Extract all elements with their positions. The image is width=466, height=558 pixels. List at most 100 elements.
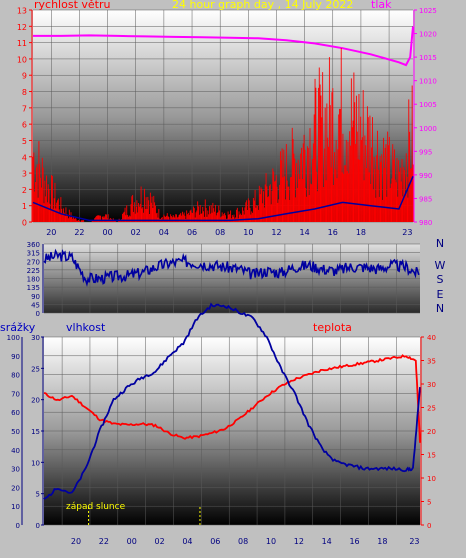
humidity-tick-label: 15 xyxy=(31,428,40,436)
right-tick-label: 985 xyxy=(419,195,432,203)
rain-tick-label: 100 xyxy=(7,334,20,342)
temperature-tick-label: 35 xyxy=(427,358,436,366)
humidity-tick-label: 10 xyxy=(31,459,40,467)
x-tick-label: 08 xyxy=(215,228,225,237)
rain-axis-title: srážky xyxy=(0,321,36,334)
left-tick-label: 11 xyxy=(17,39,27,48)
left-tick-label: 5 xyxy=(22,137,27,146)
rain-tick-label: 30 xyxy=(11,466,20,474)
left-tick-label: 12 xyxy=(17,23,27,32)
x-tick-label: 16 xyxy=(328,228,338,237)
x-tick-label: 12 xyxy=(271,228,281,237)
left-tick-label: 4 xyxy=(22,153,27,162)
rain-axis: 0 10 20 30 40 50 60 70 80 90 100 xyxy=(7,334,23,530)
right-tick-label: 1020 xyxy=(419,31,437,39)
right-tick-label: 990 xyxy=(419,172,432,180)
right-tick-label: 995 xyxy=(419,148,432,156)
rain-tick-label: 20 xyxy=(11,484,20,492)
x-tick-label: 02 xyxy=(154,537,164,546)
temperature-tick-label: 25 xyxy=(427,405,436,413)
x-tick-label: 04 xyxy=(159,228,169,237)
humidity-tick-label: 20 xyxy=(31,397,40,405)
x-tick-label: 14 xyxy=(322,537,332,546)
x-tick-label: 22 xyxy=(99,537,109,546)
pressure-line xyxy=(33,26,414,67)
direction-tick-label: 270 xyxy=(27,258,40,266)
compass-label: E xyxy=(437,288,444,301)
temperature-axis: 0 5 10 15 20 25 30 35 40 xyxy=(420,334,436,530)
panel3-grid xyxy=(44,336,420,526)
wind-direction-line xyxy=(43,248,420,287)
right-tick-label: 1000 xyxy=(419,125,437,133)
rain-tick-label: 60 xyxy=(11,409,20,417)
temperature-tick-label: 40 xyxy=(427,334,436,342)
rain-tick-label: 40 xyxy=(11,447,20,455)
left-tick-label: 0 xyxy=(22,219,27,228)
left-tick-label: 13 xyxy=(17,7,27,16)
compass-label: N xyxy=(436,237,444,250)
x-tick-label: 02 xyxy=(131,228,141,237)
humidity-axis: 0 5 10 15 20 25 30 xyxy=(31,334,44,530)
right-tick-label: 1015 xyxy=(419,54,437,62)
direction-tick-label: 180 xyxy=(27,276,40,284)
right-tick-label: 980 xyxy=(419,219,432,227)
x-tick-label: 20 xyxy=(71,537,81,546)
left-tick-label: 6 xyxy=(22,121,27,130)
humidity-line xyxy=(43,302,421,500)
x-tick-label: 10 xyxy=(266,537,276,546)
left-tick-label: 3 xyxy=(22,170,27,179)
direction-tick-label: 90 xyxy=(31,293,40,301)
panel2-series xyxy=(43,248,420,287)
x-tick-label: 22 xyxy=(74,228,84,237)
temperature-tick-label: 30 xyxy=(427,381,436,389)
x-tick-label: 18 xyxy=(356,228,366,237)
humidity-tick-label: 0 xyxy=(36,522,40,530)
compass-label: S xyxy=(437,273,444,286)
right-tick-label: 1005 xyxy=(419,101,437,109)
direction-tick-label: 0 xyxy=(36,310,40,318)
right-tick-label: 1025 xyxy=(419,7,437,15)
sunset-annotation: západ slunce xyxy=(66,502,126,512)
temperature-axis-title: teplota xyxy=(313,321,352,334)
rain-tick-label: 70 xyxy=(11,390,20,398)
x-tick-label: 12 xyxy=(294,537,304,546)
rain-tick-label: 50 xyxy=(11,428,20,436)
x-tick-label: 00 xyxy=(102,228,112,237)
panel1-series xyxy=(32,26,414,222)
compass-label: N xyxy=(436,302,444,315)
x-tick-label: 06 xyxy=(187,228,197,237)
left-tick-label: 10 xyxy=(17,55,27,64)
panel1-grid xyxy=(33,9,413,223)
direction-tick-label: 315 xyxy=(27,250,40,258)
left-tick-label: 9 xyxy=(22,72,27,81)
panel1-x-axis: 20 22 00 02 04 06 08 10 12 14 16 18 23 xyxy=(46,228,412,237)
x-tick-label: 20 xyxy=(46,228,56,237)
x-tick-label: 00 xyxy=(127,537,137,546)
rain-tick-label: 90 xyxy=(11,353,20,361)
panel3-series xyxy=(43,302,421,525)
direction-tick-label: 45 xyxy=(31,301,40,309)
humidity-tick-label: 30 xyxy=(31,334,40,342)
x-tick-label: 18 xyxy=(377,537,387,546)
temperature-tick-label: 10 xyxy=(427,475,436,483)
rain-tick-label: 0 xyxy=(16,522,20,530)
humidity-tick-label: 25 xyxy=(31,365,40,373)
temperature-tick-label: 15 xyxy=(427,452,436,460)
x-tick-label: 23 xyxy=(402,228,412,237)
compass-label: W xyxy=(435,259,446,272)
left-tick-label: 8 xyxy=(22,88,27,97)
x-tick-label: 04 xyxy=(182,537,192,546)
pressure-axis-title: tlak xyxy=(371,0,392,11)
temperature-tick-label: 20 xyxy=(427,428,436,436)
x-tick-label: 14 xyxy=(300,228,310,237)
humidity-axis-title: vlhkost xyxy=(66,321,106,334)
temperature-line xyxy=(43,354,421,443)
x-tick-label: 16 xyxy=(349,537,359,546)
temperature-tick-label: 0 xyxy=(427,522,431,530)
left-tick-label: 7 xyxy=(22,104,27,113)
right-tick-label: 1010 xyxy=(419,78,437,86)
